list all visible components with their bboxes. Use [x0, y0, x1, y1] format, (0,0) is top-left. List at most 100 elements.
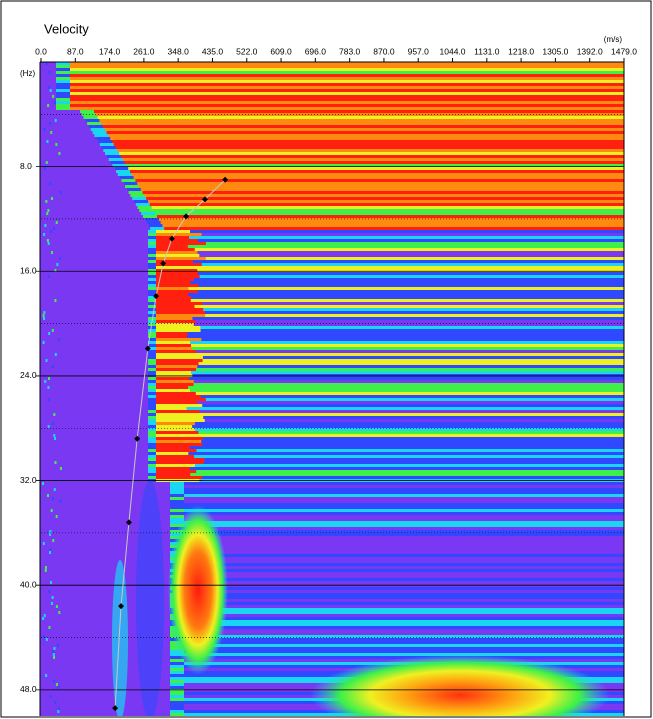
- heat-stripe: [156, 239, 199, 242]
- heat-speckle: [59, 467, 62, 470]
- heat-stripe: [121, 179, 136, 182]
- heat-stripe: [156, 440, 202, 443]
- heat-stripe: [139, 209, 624, 212]
- heat-stripe: [148, 434, 162, 437]
- x-tick-label: 1392.0: [577, 46, 603, 56]
- heat-stripe: [148, 230, 624, 233]
- heat-stripe: [148, 266, 162, 269]
- heat-stripe: [148, 386, 624, 389]
- heat-speckle: [52, 227, 55, 230]
- heat-stripe: [156, 362, 199, 365]
- heat-stripe: [170, 599, 624, 602]
- heat-speckle: [52, 650, 55, 653]
- heat-stripe: [170, 509, 184, 512]
- heat-speckle: [49, 548, 52, 551]
- heat-stripe: [156, 383, 194, 386]
- heat-stripe: [170, 527, 184, 530]
- heat-stripe: [148, 380, 162, 383]
- heat-stripe: [92, 131, 624, 134]
- heat-stripe: [148, 440, 624, 443]
- heat-stripe: [170, 605, 624, 608]
- heat-stripe: [148, 350, 624, 353]
- heat-stripe: [146, 221, 624, 224]
- heat-stripe: [170, 611, 624, 614]
- x-tick-label: 0.0: [35, 46, 47, 56]
- heat-stripe: [170, 491, 184, 494]
- heat-stripe: [89, 125, 624, 128]
- heat-stripe: [99, 143, 624, 146]
- heat-stripe: [170, 647, 624, 650]
- heat-stripe: [80, 110, 624, 113]
- heat-stripe: [123, 182, 138, 185]
- heat-stripe: [148, 245, 624, 248]
- heat-stripe: [148, 470, 624, 473]
- heat-stripe: [170, 533, 624, 536]
- heat-stripe: [148, 428, 162, 431]
- heat-stripe: [148, 332, 624, 335]
- heat-stripe: [83, 116, 98, 119]
- heat-stripe: [170, 674, 184, 677]
- heat-stripe: [148, 347, 624, 350]
- heat-stripe: [148, 302, 624, 305]
- heat-stripe: [170, 662, 184, 665]
- heat-stripe: [170, 488, 184, 491]
- heat-stripe: [170, 482, 184, 485]
- heat-stripe: [156, 404, 203, 407]
- x-tick-label: 957.0: [408, 46, 430, 56]
- pick-point: [134, 435, 141, 442]
- heat-stripe: [156, 401, 197, 404]
- heat-stripe: [148, 308, 162, 311]
- heat-stripe: [148, 362, 162, 365]
- heat-stripe: [114, 167, 129, 170]
- heat-stripe: [170, 521, 184, 524]
- heat-stripe: [148, 404, 162, 407]
- heat-stripe: [170, 494, 624, 497]
- heat-stripe: [148, 461, 162, 464]
- heat-speckle: [44, 566, 47, 569]
- heat-stripe: [170, 557, 624, 560]
- heat-stripe: [170, 713, 184, 716]
- heat-stripe: [148, 293, 624, 296]
- heat-stripe: [156, 284, 199, 287]
- heat-stripe: [148, 467, 624, 470]
- heat-stripe: [148, 254, 162, 257]
- heat-stripe: [170, 608, 624, 611]
- heat-stripe: [90, 128, 105, 131]
- heat-stripe: [107, 155, 121, 158]
- heat-speckle: [55, 605, 58, 608]
- heat-stripe: [156, 368, 196, 371]
- heat-speckle: [54, 701, 57, 704]
- heat-stripe: [148, 233, 624, 236]
- heat-stripe: [101, 146, 116, 149]
- heat-stripe: [156, 317, 193, 320]
- heat-speckle: [42, 482, 45, 485]
- heat-stripe: [148, 260, 162, 263]
- heat-speckle: [43, 167, 46, 170]
- heat-stripe: [170, 488, 624, 491]
- heat-speckle: [42, 317, 45, 320]
- x-tick-label: 348.0: [168, 46, 190, 56]
- heat-speckle: [50, 251, 53, 254]
- heat-speckle: [49, 551, 52, 554]
- heat-speckle: [46, 494, 49, 497]
- heat-stripe: [148, 278, 162, 281]
- heat-speckle: [46, 140, 49, 143]
- heat-blob: [112, 560, 128, 716]
- heat-stripe: [170, 650, 624, 653]
- heat-stripe: [170, 659, 184, 662]
- heat-stripe: [148, 287, 624, 290]
- heat-stripe: [148, 386, 162, 389]
- heat-stripe: [170, 689, 184, 692]
- heat-stripe: [156, 419, 205, 422]
- heat-stripe: [148, 326, 162, 329]
- heat-stripe: [148, 290, 624, 293]
- heat-stripe: [156, 299, 191, 302]
- pick-point: [168, 235, 175, 242]
- heat-stripe: [156, 407, 187, 410]
- heat-stripe: [137, 206, 152, 209]
- heat-stripe: [148, 458, 624, 461]
- heat-stripe: [107, 155, 624, 158]
- heat-stripe: [156, 398, 206, 401]
- heat-speckle: [48, 71, 51, 74]
- heat-stripe: [143, 215, 624, 218]
